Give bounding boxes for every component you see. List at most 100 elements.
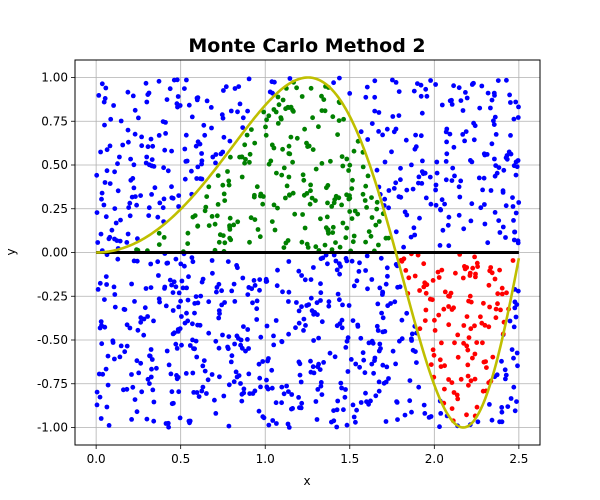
- scatter-point-outside: [509, 347, 515, 352]
- scatter-point-negative-area: [428, 362, 434, 367]
- scatter-point-outside: [175, 94, 181, 99]
- scatter-point-outside: [382, 196, 388, 202]
- y-tick-label: -0.25: [37, 289, 68, 303]
- scatter-point-outside: [301, 316, 307, 322]
- scatter-point-outside: [264, 278, 270, 284]
- scatter-point-negative-area: [475, 264, 480, 269]
- scatter-point-outside: [264, 384, 270, 390]
- scatter-point-outside: [361, 357, 367, 363]
- scatter-point-outside: [136, 115, 141, 121]
- scatter-point-positive-area: [156, 230, 162, 236]
- x-tick-label: 1.0: [256, 452, 275, 466]
- scatter-point-outside: [364, 253, 370, 259]
- scatter-point-outside: [101, 99, 107, 105]
- scatter-point-outside: [132, 107, 138, 113]
- scatter-point-positive-area: [280, 97, 286, 103]
- scatter-point-outside: [250, 300, 255, 306]
- scatter-point-outside: [195, 164, 201, 170]
- scatter-point-positive-area: [323, 225, 329, 231]
- scatter-point-positive-area: [279, 172, 285, 178]
- scatter-point-positive-area: [247, 159, 252, 165]
- scatter-point-outside: [103, 214, 109, 220]
- scatter-point-outside: [338, 380, 344, 386]
- scatter-point-outside: [226, 334, 232, 339]
- scatter-point-outside: [293, 325, 298, 331]
- scatter-point-outside: [157, 299, 163, 305]
- scatter-point-outside: [112, 206, 118, 212]
- scatter-point-positive-area: [374, 199, 380, 205]
- scatter-point-positive-area: [300, 172, 306, 178]
- scatter-point-outside: [337, 297, 342, 303]
- scatter-point-outside: [318, 383, 324, 389]
- scatter-point-outside: [185, 297, 191, 303]
- scatter-point-outside: [503, 235, 508, 240]
- scatter-point-positive-area: [333, 240, 338, 246]
- scatter-point-outside: [397, 284, 403, 290]
- scatter-point-positive-area: [287, 192, 292, 198]
- scatter-point-outside: [434, 159, 440, 165]
- scatter-point-outside: [390, 114, 396, 119]
- scatter-point-outside: [96, 93, 102, 98]
- scatter-point-outside: [132, 299, 137, 304]
- scatter-point-outside: [311, 370, 317, 376]
- scatter-point-positive-area: [302, 225, 308, 231]
- scatter-point-negative-area: [436, 275, 442, 280]
- scatter-point-outside: [345, 335, 351, 341]
- scatter-point-positive-area: [369, 195, 374, 201]
- scatter-point-outside: [513, 172, 519, 178]
- scatter-point-outside: [157, 200, 163, 206]
- scatter-point-outside: [177, 326, 183, 331]
- scatter-point-outside: [227, 138, 233, 144]
- scatter-point-outside: [422, 170, 428, 176]
- scatter-point-outside: [107, 181, 113, 187]
- scatter-point-outside: [334, 267, 340, 273]
- scatter-point-positive-area: [255, 227, 261, 232]
- scatter-point-outside: [261, 415, 267, 421]
- scatter-point-outside: [309, 308, 315, 314]
- scatter-point-outside: [409, 409, 414, 415]
- scatter-point-positive-area: [341, 116, 346, 122]
- scatter-point-outside: [177, 415, 183, 421]
- scatter-point-outside: [297, 405, 302, 411]
- scatter-point-outside: [286, 389, 291, 394]
- scatter-point-positive-area: [283, 195, 288, 201]
- scatter-point-outside: [308, 295, 314, 301]
- scatter-point-outside: [364, 399, 369, 405]
- scatter-point-outside: [210, 270, 215, 276]
- scatter-point-outside: [112, 236, 117, 242]
- scatter-point-outside: [304, 303, 310, 308]
- y-tick-label: -0.50: [37, 333, 68, 347]
- scatter-point-outside: [104, 168, 110, 174]
- scatter-point-outside: [489, 417, 495, 423]
- scatter-point-outside: [180, 285, 186, 291]
- scatter-point-outside: [270, 90, 275, 96]
- scatter-point-outside: [213, 338, 219, 344]
- scatter-point-outside: [394, 400, 400, 405]
- scatter-point-outside: [296, 395, 301, 400]
- scatter-point-outside: [145, 144, 151, 150]
- scatter-point-positive-area: [363, 239, 368, 245]
- scatter-point-positive-area: [206, 184, 212, 190]
- scatter-point-outside: [376, 348, 382, 354]
- scatter-point-outside: [226, 423, 232, 429]
- scatter-point-positive-area: [222, 198, 228, 204]
- scatter-point-outside: [273, 400, 279, 406]
- scatter-point-negative-area: [464, 412, 469, 418]
- scatter-point-outside: [407, 398, 413, 404]
- scatter-point-outside: [142, 305, 148, 311]
- scatter-point-outside: [377, 285, 383, 291]
- scatter-point-outside: [354, 278, 360, 284]
- scatter-point-outside: [126, 205, 132, 211]
- scatter-point-positive-area: [283, 240, 289, 246]
- scatter-point-outside: [240, 125, 246, 130]
- scatter-point-outside: [99, 341, 105, 347]
- scatter-point-outside: [150, 143, 156, 149]
- scatter-point-outside: [451, 144, 457, 150]
- scatter-point-outside: [488, 105, 493, 111]
- scatter-point-outside: [229, 353, 235, 359]
- scatter-point-negative-area: [466, 298, 471, 304]
- scatter-point-positive-area: [286, 174, 292, 180]
- scatter-point-outside: [339, 385, 344, 391]
- scatter-point-outside: [104, 282, 109, 287]
- scatter-point-outside: [311, 338, 316, 343]
